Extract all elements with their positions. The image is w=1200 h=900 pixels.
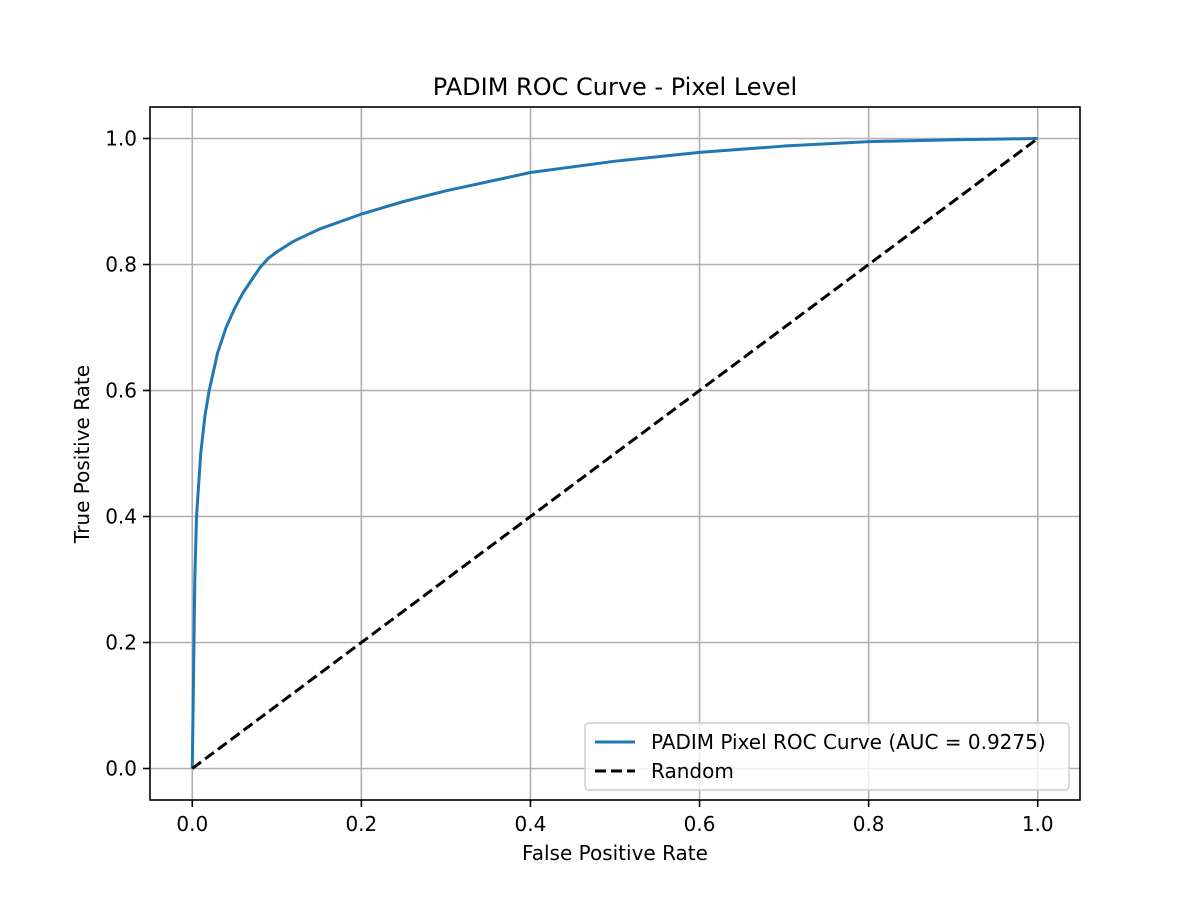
tick-layer: 0.0 0.2 0.4 0.6 0.8 1.0 0.0 0.2 0.4 0.6 0.8 1.0 bbox=[105, 127, 1053, 837]
x-tick-label: 0.4 bbox=[515, 812, 547, 836]
roc-curve-line bbox=[190, 137, 1038, 769]
plot-frame bbox=[149, 106, 1081, 801]
y-tick-label: 1.0 bbox=[105, 127, 137, 151]
legend: PADIM Pixel ROC Curve (AUC = 0.9275) Rand… bbox=[584, 722, 1070, 791]
series-layer bbox=[190, 137, 1039, 770]
x-tick-label: 0.6 bbox=[684, 812, 716, 836]
y-tick-label: 0.0 bbox=[105, 757, 137, 781]
grid-layer bbox=[150, 107, 1080, 800]
y-tick-label: 0.8 bbox=[105, 253, 137, 277]
x-tick-label: 0.8 bbox=[853, 812, 885, 836]
y-tick-label: 0.6 bbox=[105, 379, 137, 403]
y-tick-label: 0.2 bbox=[105, 631, 137, 655]
x-axis-label: False Positive Rate bbox=[522, 841, 708, 865]
legend-box bbox=[584, 722, 1070, 791]
legend-label: Random bbox=[651, 759, 734, 783]
legend-label: PADIM Pixel ROC Curve (AUC = 0.9275) bbox=[651, 730, 1046, 754]
y-axis-label: True Positive Rate bbox=[70, 365, 94, 544]
x-tick-label: 1.0 bbox=[1022, 812, 1054, 836]
x-tick-label: 0.2 bbox=[345, 812, 377, 836]
x-tick-label: 0.0 bbox=[176, 812, 208, 836]
chart-title: PADIM ROC Curve - Pixel Level bbox=[433, 73, 797, 101]
y-tick-label: 0.4 bbox=[105, 505, 137, 529]
